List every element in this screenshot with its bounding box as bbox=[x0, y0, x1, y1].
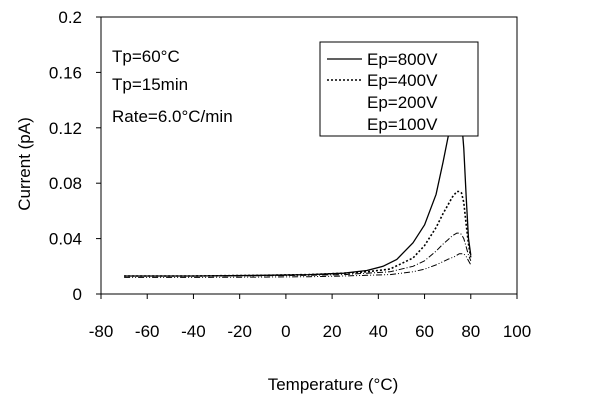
y-tick-label: 0.04 bbox=[49, 230, 82, 249]
y-axis-title: Current (pA) bbox=[15, 117, 34, 211]
y-tick-label: 0.12 bbox=[49, 119, 82, 138]
x-tick-label: -20 bbox=[227, 322, 252, 341]
x-axis-title: Temperature (°C) bbox=[268, 375, 399, 394]
tick-labels: -80 -60 -40 -20 0 20 40 60 80 100 0 0.04 0.08 0.12 0.1… bbox=[49, 8, 531, 341]
x-tick-label: -60 bbox=[135, 322, 160, 341]
x-tick-label: 40 bbox=[369, 322, 388, 341]
x-tick-label: 0 bbox=[281, 322, 290, 341]
legend-label-ep400: Ep=400V bbox=[367, 71, 438, 90]
legend-item-ep100: Ep=100V bbox=[327, 115, 438, 134]
series-line-ep-200v bbox=[124, 232, 472, 277]
series-line-ep-400v bbox=[124, 190, 472, 277]
annotation-rate: Rate=6.0°C/min bbox=[112, 107, 233, 126]
legend-item-ep200: Ep=200V bbox=[327, 93, 438, 112]
annotation-tp-temperature: Tp=60°C bbox=[112, 47, 180, 66]
y-tick-label: 0 bbox=[73, 285, 82, 304]
x-tick-label: -80 bbox=[89, 322, 114, 341]
x-tick-label: 60 bbox=[415, 322, 434, 341]
legend-item-ep400: Ep=400V bbox=[327, 71, 438, 90]
series-line-ep-100v bbox=[124, 253, 472, 278]
legend-box bbox=[319, 41, 479, 137]
legend-item-ep800: Ep=800V bbox=[327, 50, 438, 69]
y-tick-label: 0.2 bbox=[58, 8, 82, 27]
legend-label-ep200: Ep=200V bbox=[367, 93, 438, 112]
x-tick-label: 100 bbox=[503, 322, 531, 341]
annotation-tp-time: Tp=15min bbox=[112, 75, 188, 94]
y-tick-label: 0.16 bbox=[49, 63, 82, 82]
legend-label-ep800: Ep=800V bbox=[367, 50, 438, 69]
x-tick-label: -40 bbox=[181, 322, 206, 341]
annotations: Tp=60°C Tp=15min Rate=6.0°C/min bbox=[112, 47, 233, 126]
y-tick-label: 0.08 bbox=[49, 174, 82, 193]
legend-label-ep100: Ep=100V bbox=[367, 115, 438, 134]
x-tick-label: 20 bbox=[323, 322, 342, 341]
x-tick-label: 80 bbox=[461, 322, 480, 341]
legend: Ep=800V Ep=400V Ep=200V Ep=100V bbox=[319, 41, 479, 137]
